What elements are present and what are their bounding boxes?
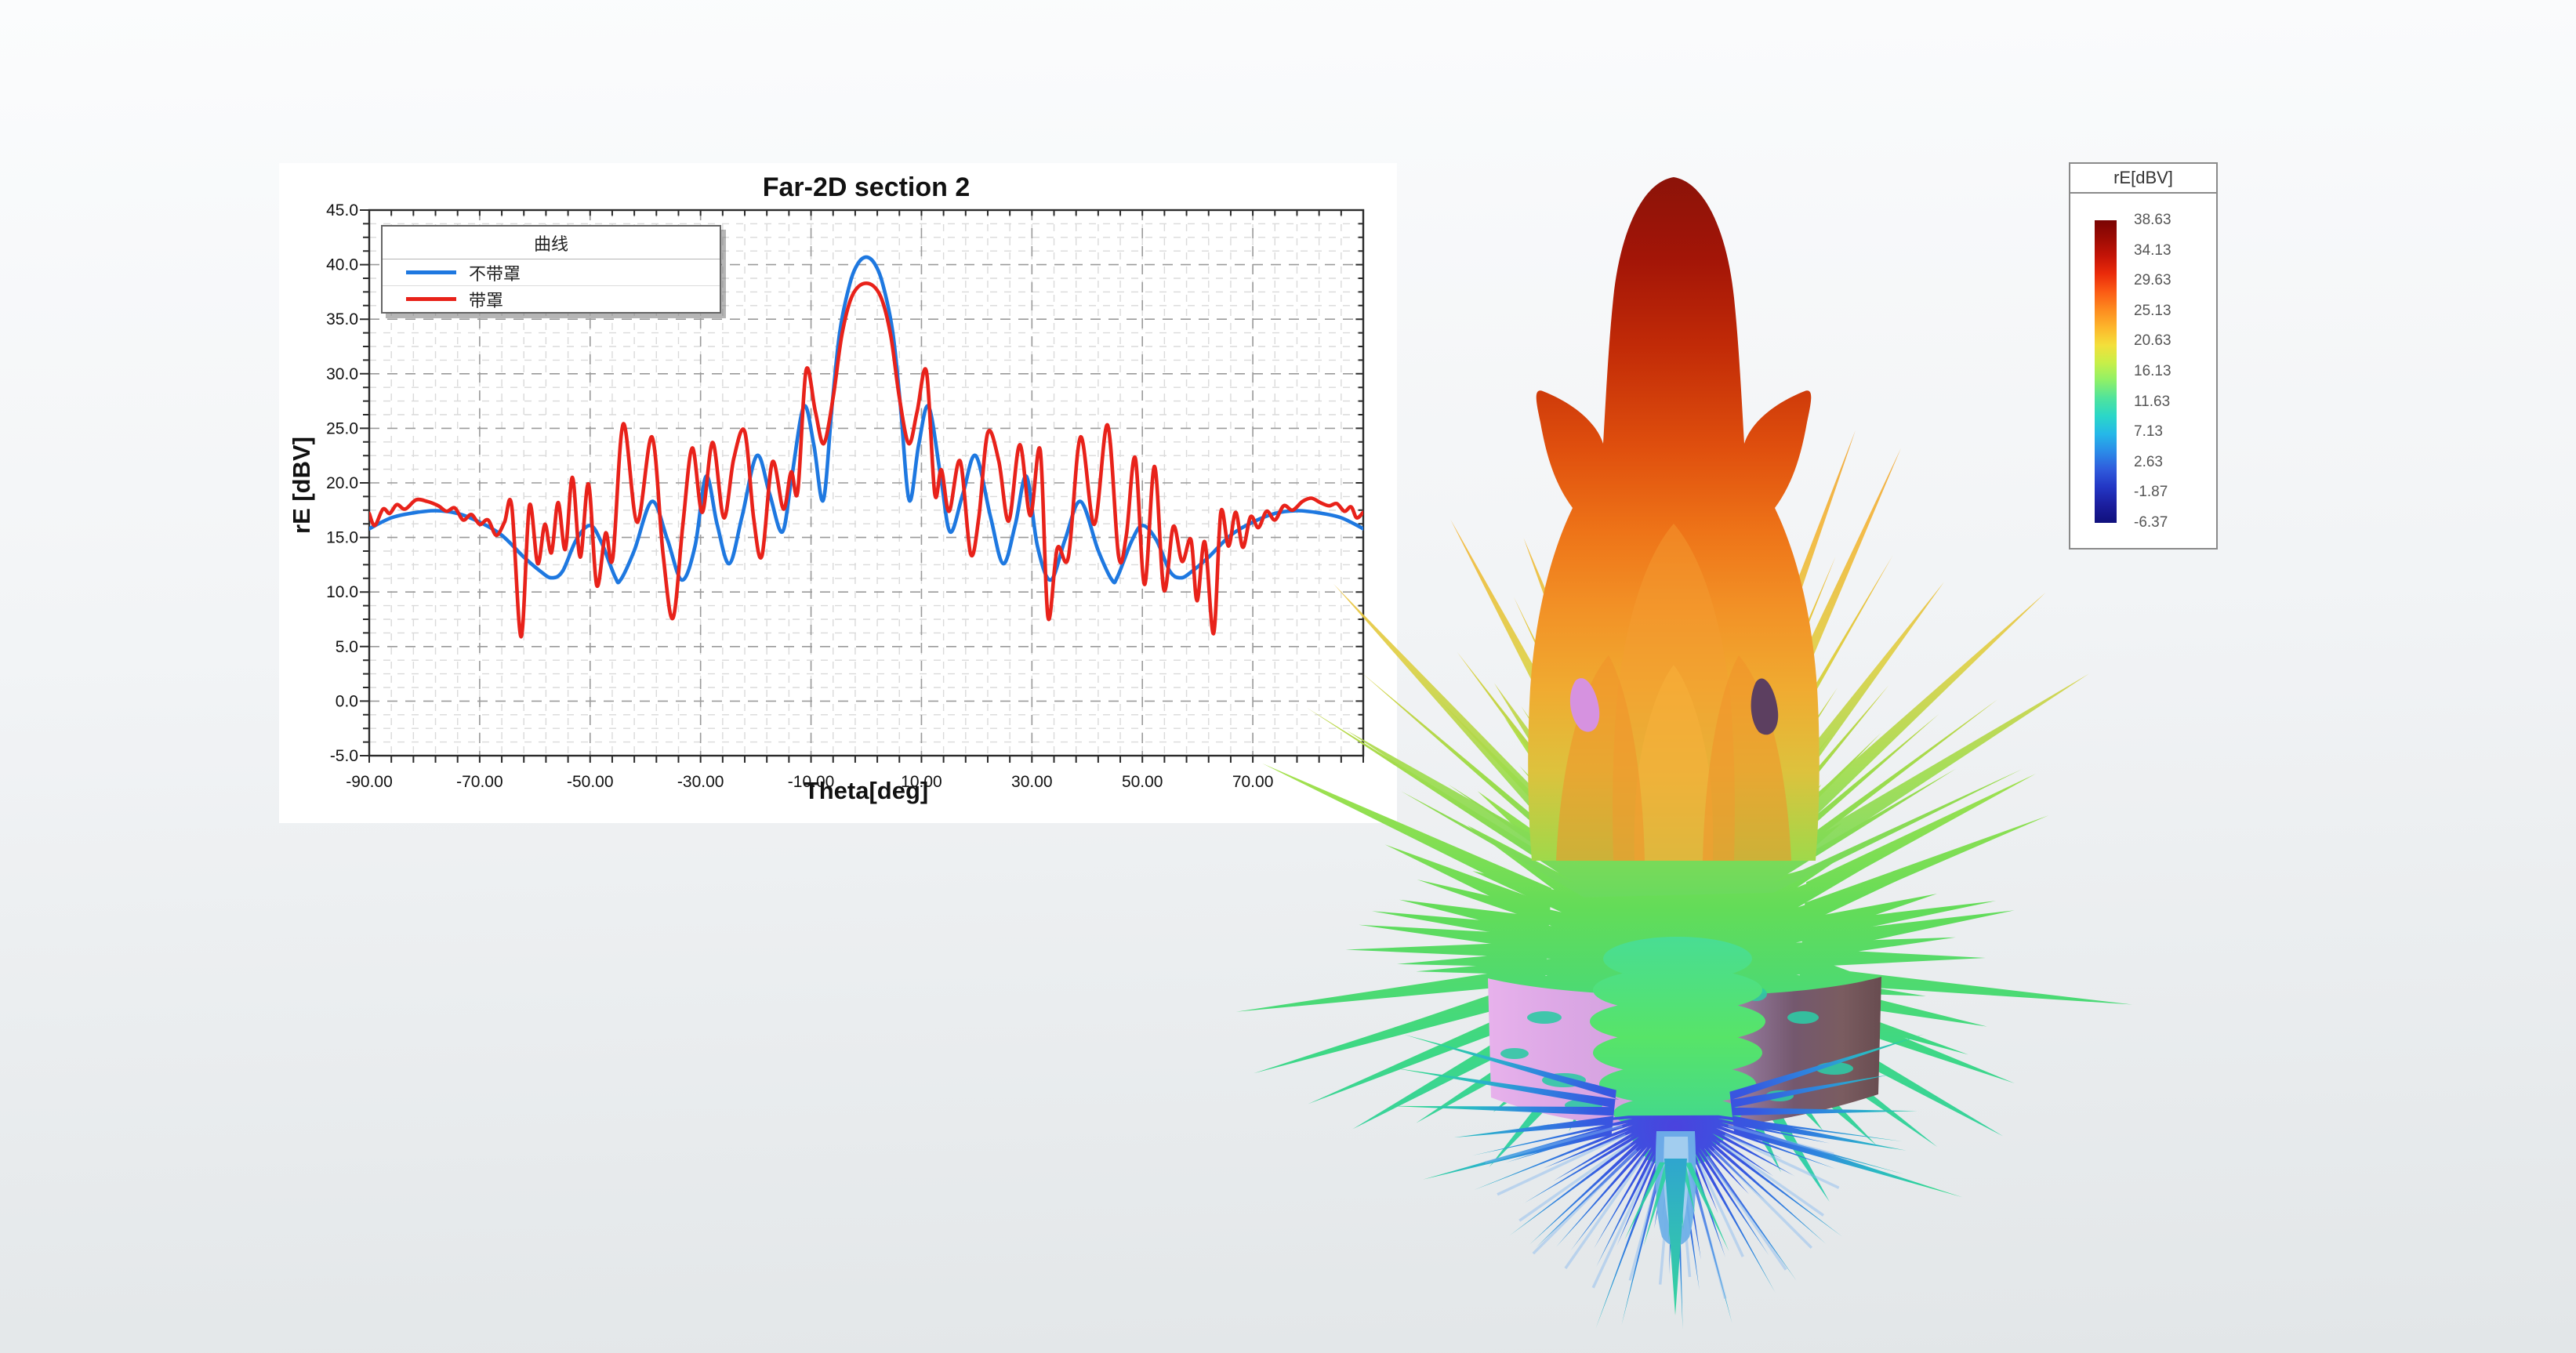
y-tick-label: 5.0 — [336, 638, 358, 656]
legend-label: 不带罩 — [469, 263, 521, 284]
colorbar-tick-label: 25.13 — [2134, 302, 2171, 319]
colorbar-tick-label: -6.37 — [2134, 514, 2168, 531]
x-tick-label: 30.00 — [1011, 773, 1053, 791]
side-sub-lobe-left — [1556, 655, 1645, 861]
y-tick-label: 20.0 — [326, 474, 358, 492]
legend-title: 曲线 — [383, 227, 720, 259]
far2d-chart-panel: Far-2D section 2 rE [dBV] -90.00 -70.00 -5… — [279, 163, 1397, 823]
x-tick-label: 70.00 — [1232, 773, 1274, 791]
legend-item[interactable]: 不带罩 — [383, 259, 720, 286]
main-lobe-contour-inner — [1634, 665, 1714, 861]
colorbar-tick-label: 2.63 — [2134, 453, 2163, 470]
x-axis-title: Theta[deg] — [804, 777, 929, 804]
far2d-plot-area[interactable]: -90.00 -70.00 -50.00 -30.00 -10.00 10.00 30.00… — [279, 163, 1397, 823]
legend-item[interactable]: 带罩 — [383, 286, 720, 312]
central-down-spike — [1664, 1159, 1687, 1315]
cylinder-accent — [1500, 1048, 1529, 1059]
colorbar-tick-label: 29.63 — [2134, 272, 2171, 289]
center-blob — [1590, 999, 1765, 1043]
legend-label: 带罩 — [469, 290, 504, 310]
x-tick-label: -70.00 — [456, 773, 503, 791]
colorbar-panel: rE[dBV] 38.63 34.13 29.63 25.13 20.63 16.13 11… — [2069, 162, 2218, 550]
x-tick-label: -50.00 — [567, 773, 614, 791]
x-tick-label: -90.00 — [346, 773, 393, 791]
y-tick-label: 35.0 — [326, 310, 358, 328]
x-tick-label: -30.00 — [677, 773, 724, 791]
center-blob — [1603, 937, 1752, 981]
blue-fan-left — [1388, 1034, 1620, 1180]
center-blob — [1593, 1031, 1762, 1075]
colorbar-tick-label: -1.87 — [2134, 484, 2168, 501]
legend-line-swatch — [406, 270, 456, 274]
blue-fan-right — [1729, 1034, 1963, 1198]
colorbar-title: rE[dBV] — [2070, 164, 2216, 194]
legend-line-swatch — [406, 297, 456, 301]
x-tick-label: 10.00 — [901, 773, 942, 791]
radome-glimpse-pink — [1569, 678, 1600, 732]
series-不带罩 — [369, 255, 1363, 585]
x-tick-label: -10.00 — [788, 773, 835, 791]
side-sub-lobe-right — [1703, 655, 1791, 861]
far3d-pattern[interactable] — [1207, 116, 2171, 1353]
y-tick-label: 40.0 — [326, 256, 358, 274]
x-tick-label: 50.00 — [1122, 773, 1163, 791]
radome-glimpse-purple — [1751, 678, 1779, 735]
y-tick-label: -5.0 — [330, 747, 358, 765]
colorbar-tick-label: 38.63 — [2134, 212, 2171, 228]
colorbar-tick-label: 20.63 — [2134, 332, 2171, 350]
y-tick-label: 10.0 — [326, 583, 358, 601]
colorbar-tick-label: 34.13 — [2134, 241, 2171, 259]
y-tick-label: 25.0 — [326, 419, 358, 437]
colorbar-tick-label: 11.63 — [2134, 393, 2171, 410]
y-tick-label: 30.0 — [326, 365, 358, 383]
cylinder-accent — [1787, 1011, 1819, 1024]
center-blob — [1593, 968, 1762, 1012]
wide-lobes-ring — [1345, 629, 1997, 1202]
chart-title: Far-2D section 2 — [762, 172, 971, 202]
chart-legend[interactable]: 曲线 不带罩带罩 — [381, 225, 721, 314]
series-带罩 — [369, 281, 1363, 639]
cylinder-accent — [1527, 1011, 1562, 1024]
teal-under-spikes — [1624, 1162, 1729, 1252]
center-blob — [1599, 1064, 1756, 1105]
y-tick-label: 45.0 — [326, 201, 358, 219]
wide-lobes-right — [1794, 774, 2133, 1137]
colorbar-gradient — [2095, 220, 2117, 523]
wide-lobes-left — [1235, 763, 1552, 1130]
y-tick-label: 15.0 — [326, 529, 358, 547]
colorbar-tick-label: 16.13 — [2134, 363, 2171, 379]
colorbar-tick-label: 7.13 — [2134, 423, 2163, 441]
y-tick-label: 0.0 — [336, 692, 358, 710]
